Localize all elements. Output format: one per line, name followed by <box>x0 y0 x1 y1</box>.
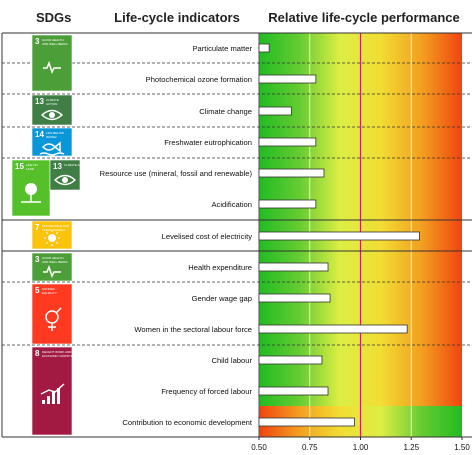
sdg-goal-caption: GENDER <box>42 287 56 291</box>
group-separators <box>1 32 472 438</box>
sdg-goal-number: 15 <box>15 162 24 171</box>
indicator-labels: Particulate matter Photochemical ozone fo… <box>100 44 253 427</box>
bar <box>258 137 317 147</box>
indicator-label: Freshwater eutrophication <box>164 138 252 147</box>
sdg-goal-caption: LIFE BELOW <box>46 131 64 135</box>
sdg-goal-caption: AFFORDABLE AND <box>42 224 70 228</box>
bars <box>258 43 420 427</box>
sdg-goal-number: 13 <box>53 162 62 171</box>
indicator-label: Particulate matter <box>192 44 252 53</box>
sdg-goal-number: 5 <box>35 286 40 295</box>
bar <box>258 74 317 84</box>
heartbeat-icon <box>43 264 61 278</box>
sdg-goal-number: 8 <box>35 349 40 358</box>
growth-chart-icon <box>40 383 65 404</box>
x-tick-label: 1.00 <box>353 443 369 452</box>
sdg-goal-caption: ACTION <box>46 102 57 106</box>
eye-earth-icon <box>53 174 77 186</box>
bar <box>258 43 270 53</box>
bar <box>258 106 292 116</box>
x-tick-label: 0.50 <box>251 443 267 452</box>
sdg-tile-background <box>31 283 73 345</box>
x-tick-labels: 0.50 0.75 1.00 1.25 1.50 <box>251 437 470 452</box>
indicator-label: Climate change <box>199 107 252 116</box>
x-tick-label: 0.75 <box>302 443 318 452</box>
sdg-goal-caption: AND WELL-BEING <box>42 42 68 46</box>
sdg-goal-caption: WATER <box>46 135 57 139</box>
tree-icon <box>21 183 41 203</box>
sdg-goal-caption: CLIMATE <box>46 98 59 102</box>
sdg-tile-background <box>31 346 73 436</box>
sdg-goal-caption: GOOD HEALTH <box>42 256 64 260</box>
bar <box>258 386 329 396</box>
eye-earth-icon <box>40 109 64 121</box>
sdg-goal-caption: ECONOMIC GROWTH <box>42 354 73 358</box>
sdg-goal-caption: CLEAN ENERGY <box>42 228 66 232</box>
sdg-goal-caption: DECENT WORK AND <box>42 350 72 354</box>
indicators-header: Life-cycle indicators <box>114 10 240 25</box>
indicator-label: Contribution to economic development <box>122 418 252 427</box>
sdg-goal-number: 14 <box>35 130 44 139</box>
indicator-label: Gender wage gap <box>192 294 252 303</box>
bar <box>258 293 331 303</box>
performance-header: Relative life-cycle performance <box>268 10 460 25</box>
sdg-goal-caption: AND WELL-BEING <box>42 260 68 264</box>
gender-icon <box>45 307 62 331</box>
indicator-label: Resource use (mineral, fossil and renewa… <box>100 169 253 178</box>
sdg-goal-caption: LIFE ON <box>26 163 38 167</box>
sdg-13-tile: 13 CLIMATE ACTION <box>49 159 89 191</box>
bar <box>258 355 323 365</box>
sdg-tile-background <box>31 34 73 92</box>
bar <box>258 417 355 427</box>
bar <box>258 231 420 241</box>
indicator-label: Women in the sectoral labour force <box>134 325 252 334</box>
indicator-label: Acidification <box>211 200 252 209</box>
sdg-goal-caption: LAND <box>26 167 35 171</box>
bar <box>258 168 325 178</box>
sdg-goal-caption: GOOD HEALTH <box>42 38 64 42</box>
bar <box>258 262 329 272</box>
x-tick-label: 1.25 <box>403 443 419 452</box>
indicator-label: Levelised cost of electricity <box>162 232 253 241</box>
sun-power-icon <box>44 230 60 246</box>
heartbeat-icon <box>43 60 61 74</box>
sdg-goal-number: 13 <box>35 97 44 106</box>
sdg-tile-background <box>31 127 73 157</box>
indicator-label: Child labour <box>211 356 252 365</box>
indicator-label: Frequency of forced labour <box>161 387 252 396</box>
sdg-goal-number: 7 <box>35 223 40 232</box>
fish-icon <box>39 141 65 156</box>
bar <box>258 199 317 209</box>
x-tick-label: 1.50 <box>454 443 470 452</box>
sdg-goal-caption: EQUALITY <box>42 291 57 295</box>
bar <box>258 324 408 334</box>
indicator-label: Health expenditure <box>188 263 252 272</box>
indicator-label: Photochemical ozone formation <box>146 75 252 84</box>
sdg-goal-caption: CLIMATE ACTION <box>64 163 89 167</box>
sdg-goal-number: 3 <box>35 37 40 46</box>
sdg-goal-number: 3 <box>35 255 40 264</box>
sdgs-header: SDGs <box>36 10 72 25</box>
